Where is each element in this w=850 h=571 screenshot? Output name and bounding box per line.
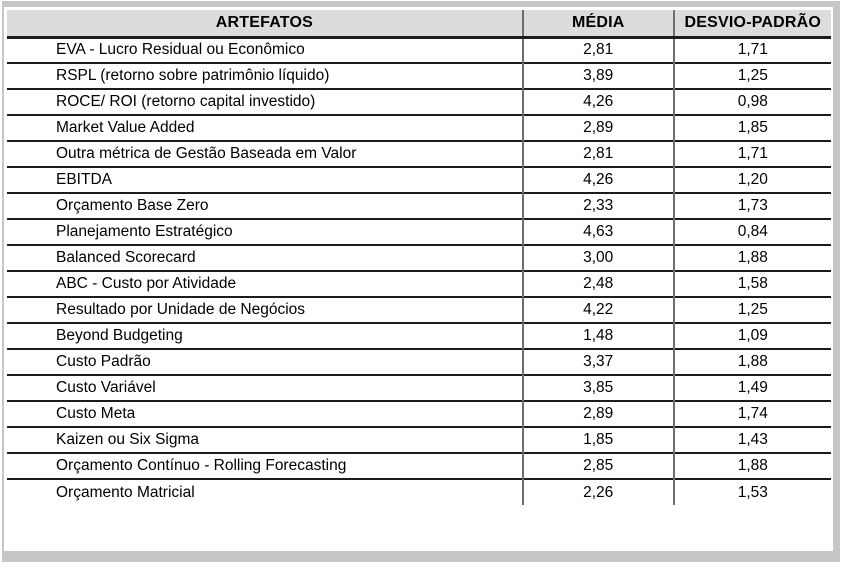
artefatos-table: ARTEFATOS MÉDIA DESVIO-PADRÃO EVA - Lucr… bbox=[7, 10, 831, 505]
artefato-cell: Orçamento Contínuo - Rolling Forecasting bbox=[7, 452, 523, 479]
header-row: ARTEFATOS MÉDIA DESVIO-PADRÃO bbox=[7, 10, 831, 39]
artefato-cell: Planejamento Estratégico bbox=[7, 218, 523, 245]
artefato-cell: ROCE/ ROI (retorno capital investido) bbox=[7, 88, 523, 115]
table-frame: ARTEFATOS MÉDIA DESVIO-PADRÃO EVA - Lucr… bbox=[2, 1, 840, 562]
desvio-cell: 1,49 bbox=[672, 374, 831, 401]
artefato-cell: RSPL (retorno sobre patrimônio líquido) bbox=[7, 62, 523, 89]
media-cell: 3,37 bbox=[521, 348, 674, 375]
media-cell: 2,85 bbox=[521, 452, 674, 479]
media-cell: 4,63 bbox=[521, 218, 674, 245]
media-cell: 3,00 bbox=[521, 244, 674, 271]
media-cell: 2,81 bbox=[521, 140, 674, 167]
desvio-cell: 0,84 bbox=[672, 218, 831, 245]
table-row: Planejamento Estratégico 4,63 0,84 bbox=[7, 218, 831, 245]
table-row: Beyond Budgeting 1,48 1,09 bbox=[7, 322, 831, 349]
artefato-cell: EBITDA bbox=[7, 166, 523, 193]
artefato-cell: ABC - Custo por Atividade bbox=[7, 270, 523, 297]
media-cell: 2,33 bbox=[521, 192, 674, 219]
artefato-cell: Custo Padrão bbox=[7, 348, 523, 375]
table-row: ROCE/ ROI (retorno capital investido) 4,… bbox=[7, 88, 831, 115]
desvio-cell: 1,85 bbox=[672, 114, 831, 141]
table-row: ABC - Custo por Atividade 2,48 1,58 bbox=[7, 270, 831, 297]
desvio-cell: 1,09 bbox=[672, 322, 831, 349]
media-cell: 4,26 bbox=[521, 88, 674, 115]
media-cell: 2,26 bbox=[521, 478, 674, 505]
artefato-cell: Orçamento Base Zero bbox=[7, 192, 523, 219]
table-row: Balanced Scorecard 3,00 1,88 bbox=[7, 244, 831, 271]
artefato-cell: Outra métrica de Gestão Baseada em Valor bbox=[7, 140, 523, 167]
artefato-cell: Market Value Added bbox=[7, 114, 523, 141]
desvio-cell: 1,43 bbox=[672, 426, 831, 453]
desvio-cell: 1,20 bbox=[672, 166, 831, 193]
desvio-cell: 1,25 bbox=[672, 62, 831, 89]
table-row: Orçamento Contínuo - Rolling Forecasting… bbox=[7, 452, 831, 479]
table-row: Custo Variável 3,85 1,49 bbox=[7, 374, 831, 401]
desvio-cell: 1,71 bbox=[672, 37, 831, 63]
table-row: Market Value Added 2,89 1,85 bbox=[7, 114, 831, 141]
media-cell: 3,85 bbox=[521, 374, 674, 401]
artefato-cell: Beyond Budgeting bbox=[7, 322, 523, 349]
artefato-cell: Kaizen ou Six Sigma bbox=[7, 426, 523, 453]
table-row: Resultado por Unidade de Negócios 4,22 1… bbox=[7, 296, 831, 323]
media-cell: 4,22 bbox=[521, 296, 674, 323]
media-cell: 1,85 bbox=[521, 426, 674, 453]
table-row: Custo Meta 2,89 1,74 bbox=[7, 400, 831, 427]
media-cell: 2,89 bbox=[521, 114, 674, 141]
table-row: Custo Padrão 3,37 1,88 bbox=[7, 348, 831, 375]
desvio-cell: 1,25 bbox=[672, 296, 831, 323]
artefato-cell: Custo Variável bbox=[7, 374, 523, 401]
artefato-cell: EVA - Lucro Residual ou Econômico bbox=[56, 41, 305, 59]
desvio-cell: 1,73 bbox=[672, 192, 831, 219]
media-cell: 2,89 bbox=[521, 400, 674, 427]
desvio-cell: 1,53 bbox=[672, 478, 831, 505]
table-row: Orçamento Matricial 2,26 1,53 bbox=[7, 478, 831, 505]
table-row: Kaizen ou Six Sigma 1,85 1,43 bbox=[7, 426, 831, 453]
desvio-cell: 1,74 bbox=[672, 400, 831, 427]
desvio-cell: 1,88 bbox=[672, 452, 831, 479]
table-row: EVA - Lucro Residual ou Econômico 2,81 1… bbox=[7, 37, 831, 63]
media-cell: 1,48 bbox=[521, 322, 674, 349]
table-row: Outra métrica de Gestão Baseada em Valor… bbox=[7, 140, 831, 167]
media-cell: 2,81 bbox=[521, 37, 674, 63]
table-row: RSPL (retorno sobre patrimônio líquido) … bbox=[7, 62, 831, 89]
desvio-cell: 1,88 bbox=[672, 348, 831, 375]
table-row: EBITDA 4,26 1,20 bbox=[7, 166, 831, 193]
artefato-cell: Orçamento Matricial bbox=[7, 478, 523, 505]
table-body: EVA - Lucro Residual ou Econômico 2,81 1… bbox=[7, 37, 831, 505]
artefato-cell: Custo Meta bbox=[7, 400, 523, 427]
desvio-cell: 0,98 bbox=[672, 88, 831, 115]
table-header: ARTEFATOS MÉDIA DESVIO-PADRÃO bbox=[7, 10, 831, 39]
artefato-cell: Resultado por Unidade de Negócios bbox=[7, 296, 523, 323]
media-cell: 2,48 bbox=[521, 270, 674, 297]
table-row: Orçamento Base Zero 2,33 1,73 bbox=[7, 192, 831, 219]
column-header-artefatos: ARTEFATOS bbox=[7, 10, 523, 39]
desvio-cell: 1,71 bbox=[672, 140, 831, 167]
column-header-media: MÉDIA bbox=[521, 10, 674, 39]
artefato-cell: Balanced Scorecard bbox=[7, 244, 523, 271]
desvio-cell: 1,58 bbox=[672, 270, 831, 297]
column-header-desvio-padrao: DESVIO-PADRÃO bbox=[672, 10, 831, 39]
media-cell: 3,89 bbox=[521, 62, 674, 89]
media-cell: 4,26 bbox=[521, 166, 674, 193]
desvio-cell: 1,88 bbox=[672, 244, 831, 271]
